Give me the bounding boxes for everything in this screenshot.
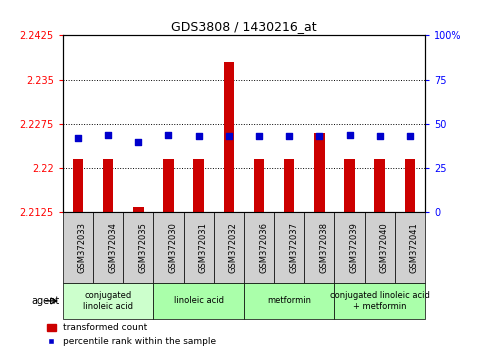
Point bbox=[315, 133, 323, 139]
Bar bbox=[123, 212, 154, 283]
Point bbox=[406, 133, 414, 139]
Bar bbox=[405, 159, 415, 212]
Bar bbox=[244, 212, 274, 283]
Legend: transformed count, percentile rank within the sample: transformed count, percentile rank withi… bbox=[43, 320, 220, 349]
Bar bbox=[133, 206, 143, 212]
Bar bbox=[334, 212, 365, 283]
Point bbox=[195, 133, 202, 139]
Bar bbox=[103, 159, 114, 212]
Bar bbox=[334, 283, 425, 319]
Bar bbox=[63, 212, 93, 283]
Bar bbox=[154, 283, 244, 319]
Bar bbox=[224, 62, 234, 212]
Bar bbox=[193, 159, 204, 212]
Point bbox=[74, 135, 82, 141]
Bar bbox=[284, 159, 295, 212]
Text: GSM372039: GSM372039 bbox=[350, 222, 358, 273]
Bar bbox=[63, 283, 154, 319]
Text: metformin: metformin bbox=[267, 296, 311, 306]
Point bbox=[104, 132, 112, 137]
Text: GSM372036: GSM372036 bbox=[259, 222, 268, 273]
Title: GDS3808 / 1430216_at: GDS3808 / 1430216_at bbox=[171, 20, 317, 33]
Text: GSM372034: GSM372034 bbox=[108, 222, 117, 273]
Text: agent: agent bbox=[31, 296, 59, 306]
Bar bbox=[314, 133, 325, 212]
Bar bbox=[154, 212, 184, 283]
Bar bbox=[72, 159, 83, 212]
Point bbox=[255, 133, 263, 139]
Point bbox=[376, 133, 384, 139]
Text: GSM372037: GSM372037 bbox=[289, 222, 298, 273]
Bar bbox=[184, 212, 213, 283]
Bar bbox=[304, 212, 334, 283]
Bar bbox=[374, 159, 385, 212]
Text: GSM372035: GSM372035 bbox=[138, 222, 147, 273]
Point bbox=[346, 132, 354, 137]
Text: linoleic acid: linoleic acid bbox=[173, 296, 224, 306]
Text: GSM372031: GSM372031 bbox=[199, 222, 208, 273]
Text: GSM372033: GSM372033 bbox=[78, 222, 87, 273]
Bar bbox=[163, 159, 174, 212]
Text: GSM372030: GSM372030 bbox=[169, 222, 177, 273]
Text: GSM372032: GSM372032 bbox=[229, 222, 238, 273]
Text: GSM372040: GSM372040 bbox=[380, 222, 389, 273]
Point bbox=[165, 132, 172, 137]
Point bbox=[285, 133, 293, 139]
Bar bbox=[244, 283, 334, 319]
Text: GSM372038: GSM372038 bbox=[319, 222, 328, 273]
Bar bbox=[213, 212, 244, 283]
Point bbox=[134, 139, 142, 144]
Text: conjugated linoleic acid
+ metformin: conjugated linoleic acid + metformin bbox=[330, 291, 430, 310]
Bar bbox=[254, 159, 264, 212]
Bar bbox=[344, 159, 355, 212]
Text: GSM372041: GSM372041 bbox=[410, 222, 419, 273]
Bar bbox=[93, 212, 123, 283]
Bar bbox=[395, 212, 425, 283]
Bar bbox=[365, 212, 395, 283]
Bar bbox=[274, 212, 304, 283]
Text: conjugated
linoleic acid: conjugated linoleic acid bbox=[83, 291, 133, 310]
Point bbox=[225, 133, 233, 139]
